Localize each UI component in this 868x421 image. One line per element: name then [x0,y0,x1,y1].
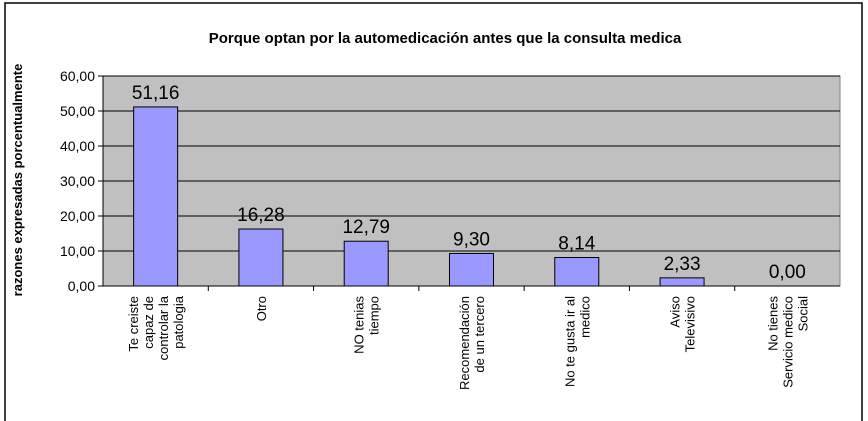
x-tick-label: Te creistecapaz decontrolar lapatologia [126,295,186,360]
x-tick-label: AvisoTelevisivo [668,296,698,352]
bar [449,252,494,287]
bar [554,257,600,287]
data-label: 12,79 [342,217,390,238]
chart-title: Porque optan por la automedicación antes… [209,30,682,47]
y-tick-label: 50,00 [60,103,95,119]
data-label: 0,00 [769,262,806,283]
data-label: 9,30 [453,229,490,250]
y-tick-label: 30,00 [60,173,95,189]
bar [133,106,179,287]
y-tick-label: 20,00 [60,208,95,224]
bar [343,240,389,287]
data-label: 2,33 [664,254,701,275]
data-label: 51,16 [132,83,180,104]
y-tick-label: 40,00 [60,138,95,154]
x-tick-label: Otro [254,296,269,321]
chart-border [4,2,863,421]
bar [238,228,284,287]
data-label: 8,14 [558,234,595,255]
x-tick-label: No te gusta ir almedico [562,296,592,387]
y-axis-label: razones expresadas porcentualmente [10,64,25,297]
x-tick-label: Recomendaciónde un tercero [457,296,487,390]
data-label: 16,28 [237,205,285,226]
bar [659,277,705,287]
x-tick-label: NO teniastiempo [352,296,382,354]
y-tick-label: 10,00 [60,243,95,259]
y-tick-label: 60,00 [60,68,95,84]
y-tick-label: 0,00 [68,278,95,294]
x-tick-label: No tienesServicio medicoSocial [765,296,810,388]
